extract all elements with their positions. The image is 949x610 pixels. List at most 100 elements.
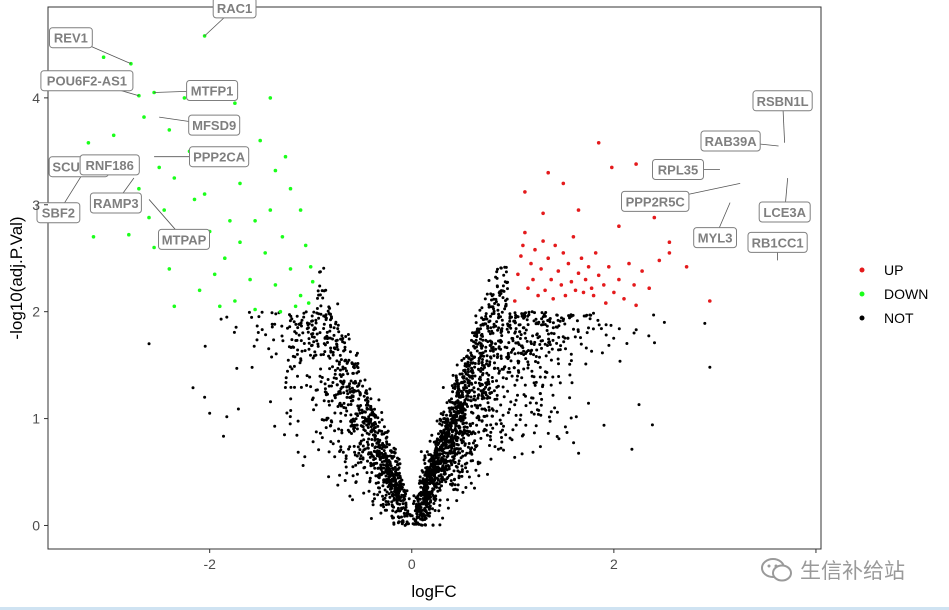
not-point <box>499 446 503 450</box>
not-point <box>319 367 323 371</box>
y-tick-label: 4 <box>32 90 40 106</box>
not-point <box>388 495 392 499</box>
not-point <box>543 323 547 326</box>
not-point <box>587 326 590 330</box>
not-point <box>515 378 519 382</box>
up-point <box>596 273 601 278</box>
not-point <box>464 402 468 406</box>
not-point <box>505 327 509 331</box>
not-point <box>232 330 236 334</box>
up-point <box>607 265 611 269</box>
not-point <box>380 432 384 436</box>
not-point <box>417 481 421 485</box>
not-point <box>341 340 345 344</box>
not-point <box>345 389 349 393</box>
down-point <box>278 309 283 314</box>
not-point <box>538 392 542 395</box>
not-point <box>351 417 355 421</box>
not-point <box>473 362 477 365</box>
down-point <box>218 304 222 309</box>
not-point <box>412 502 415 506</box>
not-point <box>432 463 436 467</box>
not-point <box>555 313 559 317</box>
down-point <box>308 265 313 269</box>
not-point <box>435 485 439 489</box>
not-point <box>424 509 428 513</box>
not-point <box>449 440 452 444</box>
not-point <box>460 393 464 397</box>
not-point <box>439 480 442 484</box>
not-point <box>504 304 507 308</box>
down-point <box>248 277 252 282</box>
gene-label: RAC1 <box>217 1 252 16</box>
not-point <box>336 302 340 306</box>
not-point <box>437 509 441 513</box>
not-point <box>389 478 393 482</box>
not-point <box>421 480 425 484</box>
not-point <box>334 377 338 380</box>
not-point <box>526 323 530 327</box>
not-point <box>444 433 447 437</box>
not-point <box>440 456 444 460</box>
not-point <box>534 360 537 363</box>
up-point <box>634 303 638 308</box>
not-point <box>442 431 446 434</box>
not-point <box>341 373 345 377</box>
not-point <box>312 328 316 332</box>
not-point <box>312 340 316 344</box>
not-point <box>473 374 477 378</box>
not-point <box>288 313 291 317</box>
y-tick-label: 2 <box>32 304 40 320</box>
not-point <box>446 498 450 502</box>
not-point <box>442 454 446 458</box>
not-point <box>327 384 331 388</box>
not-point <box>449 459 453 463</box>
not-point <box>453 477 456 481</box>
not-point <box>486 326 490 330</box>
not-point <box>328 424 332 428</box>
not-point <box>354 417 358 421</box>
not-point <box>541 323 545 327</box>
not-point <box>458 451 462 455</box>
not-point <box>365 440 369 444</box>
not-point <box>378 455 382 459</box>
not-point <box>367 415 371 419</box>
not-point <box>493 445 497 449</box>
not-point <box>470 369 474 373</box>
not-point <box>390 490 393 494</box>
not-point <box>650 423 654 427</box>
not-point <box>491 380 495 383</box>
gene-label-box <box>186 80 239 101</box>
not-point <box>503 280 507 284</box>
not-point <box>323 350 327 354</box>
not-point <box>482 414 486 418</box>
not-point <box>383 452 387 455</box>
not-point <box>469 399 473 403</box>
not-point <box>538 445 542 449</box>
not-point <box>395 509 399 513</box>
not-point <box>525 339 529 343</box>
not-point <box>333 368 337 372</box>
not-point <box>365 419 369 423</box>
not-point <box>362 428 366 432</box>
not-point <box>368 479 372 483</box>
not-point <box>373 407 376 411</box>
not-point <box>396 521 400 525</box>
not-point <box>480 361 484 365</box>
not-point <box>473 403 477 407</box>
not-point <box>380 443 384 447</box>
not-point <box>336 483 340 487</box>
not-point <box>409 514 413 518</box>
not-point <box>510 348 514 352</box>
not-point <box>450 384 454 388</box>
not-point <box>324 391 328 395</box>
not-point <box>376 416 380 420</box>
not-point <box>454 424 458 428</box>
up-point <box>541 239 545 243</box>
not-point <box>425 474 429 478</box>
not-point <box>341 367 345 371</box>
not-point <box>354 389 358 393</box>
not-point <box>355 472 359 476</box>
not-point <box>392 484 396 488</box>
not-point <box>341 337 345 340</box>
